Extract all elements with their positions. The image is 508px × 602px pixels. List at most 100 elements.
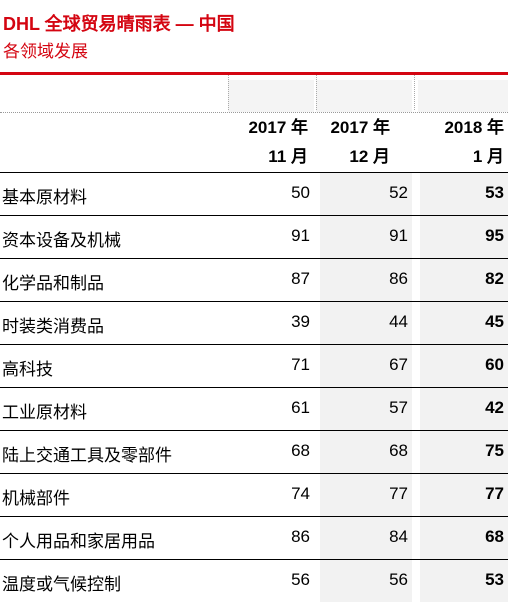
value-2018-01: 60 [485,355,504,374]
header-rule [0,172,508,173]
column-header-month: 12 月 [349,147,390,166]
value-2017-12: 56 [389,570,408,589]
row-label: 个人用品和家居用品 [2,532,155,551]
value-2017-11: 68 [291,441,310,460]
row-label: 机械部件 [2,489,70,508]
row-label: 基本原材料 [2,188,87,207]
value-cell: 68 [236,431,314,473]
value-2018-01: 68 [485,527,504,546]
table-row: 机械部件 74 77 77 [0,474,508,516]
value-2017-11: 91 [291,226,310,245]
value-2017-12: 67 [389,355,408,374]
value-2017-11: 50 [291,183,310,202]
column-header-2017-12: 2017 年 12 月 [316,113,390,171]
value-cell: 52 [320,173,412,215]
value-2018-01: 82 [485,269,504,288]
table-row: 陆上交通工具及零部件 68 68 75 [0,431,508,473]
column-header-year: 2017 年 [248,118,308,137]
row-divider [0,430,508,431]
value-2018-01: 45 [485,312,504,331]
row-divider [0,559,508,560]
value-2017-12: 91 [389,226,408,245]
value-2017-12: 57 [389,398,408,417]
value-2017-11: 56 [291,570,310,589]
table-row: 基本原材料 50 52 53 [0,173,508,215]
value-2018-01: 53 [485,183,504,202]
value-2018-01: 77 [485,484,504,503]
value-cell: 56 [320,560,412,602]
table-row: 时装类消费品 39 44 45 [0,302,508,344]
value-cell: 84 [320,517,412,559]
value-2017-12: 84 [389,527,408,546]
row-label: 时装类消费品 [2,317,104,336]
table-row: 高科技 71 67 60 [0,345,508,387]
value-2018-01: 53 [485,570,504,589]
value-cell: 91 [236,216,314,258]
value-cell: 95 [420,216,508,258]
row-label: 化学品和制品 [2,274,104,293]
column-header-year: 2017 年 [330,118,390,137]
value-cell: 61 [236,388,314,430]
value-cell: 86 [320,259,412,301]
value-cell: 60 [420,345,508,387]
column-header-month: 1 月 [472,147,504,166]
value-2018-01: 42 [485,398,504,417]
row-divider [0,516,508,517]
header-blank-cell [228,80,314,112]
header-blank-cell [316,80,412,112]
value-cell: 53 [420,560,508,602]
value-cell: 50 [236,173,314,215]
column-header-month: 11 月 [268,147,308,166]
value-cell: 71 [236,345,314,387]
value-2017-12: 44 [389,312,408,331]
value-cell: 44 [320,302,412,344]
value-2017-12: 68 [389,441,408,460]
row-label: 温度或气候控制 [2,575,121,594]
value-2017-12: 52 [389,183,408,202]
value-cell: 45 [420,302,508,344]
value-cell: 87 [236,259,314,301]
grid-line [316,75,317,110]
column-header-2017-11: 2017 年 11 月 [228,113,308,171]
value-2017-11: 87 [291,269,310,288]
value-cell: 39 [236,302,314,344]
value-2017-12: 86 [389,269,408,288]
table-row: 工业原材料 61 57 42 [0,388,508,430]
report-title: DHL 全球贸易晴雨表 — 中国 [3,14,235,34]
row-label: 高科技 [2,360,53,379]
value-cell: 67 [320,345,412,387]
row-divider [0,387,508,388]
row-divider [0,301,508,302]
row-divider [0,473,508,474]
value-cell: 57 [320,388,412,430]
value-cell: 53 [420,173,508,215]
value-cell: 91 [320,216,412,258]
value-2017-11: 39 [291,312,310,331]
table-row: 资本设备及机械 91 91 95 [0,216,508,258]
value-2017-11: 61 [291,398,310,417]
value-cell: 68 [320,431,412,473]
value-cell: 74 [236,474,314,516]
row-divider [0,258,508,259]
row-divider [0,344,508,345]
value-cell: 77 [420,474,508,516]
grid-line [414,75,415,110]
value-2017-12: 77 [389,484,408,503]
value-cell: 42 [420,388,508,430]
row-label: 资本设备及机械 [2,231,121,250]
grid-line [0,112,508,113]
value-2017-11: 74 [291,484,310,503]
column-header-2018-01: 2018 年 1 月 [418,113,504,171]
table-row: 个人用品和家居用品 86 84 68 [0,517,508,559]
value-cell: 82 [420,259,508,301]
report-header: DHL 全球贸易晴雨表 — 中国 各领域发展 [0,0,508,80]
header-blank-cell [418,80,508,112]
value-cell: 86 [236,517,314,559]
table-row: 温度或气候控制 56 56 53 [0,560,508,602]
title-divider [0,72,508,75]
value-2017-11: 71 [291,355,310,374]
table-row: 化学品和制品 87 86 82 [0,259,508,301]
row-divider [0,215,508,216]
grid-line [228,75,229,110]
report-subtitle: 各领域发展 [3,42,88,61]
